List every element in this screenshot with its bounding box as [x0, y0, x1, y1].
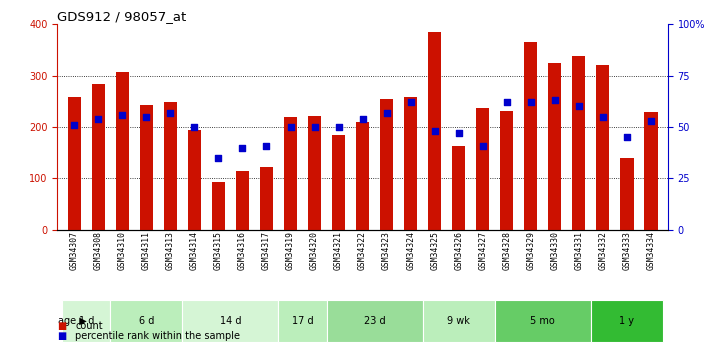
Point — [453, 130, 465, 136]
Text: GSM34310: GSM34310 — [118, 231, 127, 270]
Text: GSM34329: GSM34329 — [526, 231, 536, 270]
Bar — [332, 135, 345, 230]
Point — [645, 118, 657, 124]
Point — [164, 110, 176, 115]
Text: 6 d: 6 d — [139, 316, 154, 326]
Point — [309, 124, 320, 130]
Bar — [284, 117, 297, 230]
Bar — [164, 102, 177, 230]
Bar — [404, 97, 417, 230]
Bar — [524, 42, 537, 230]
Text: GSM34328: GSM34328 — [503, 231, 511, 270]
Point — [501, 100, 513, 105]
Bar — [644, 111, 658, 230]
Point — [549, 98, 561, 103]
Point — [525, 100, 536, 105]
Text: ■: ■ — [57, 332, 67, 341]
Bar — [428, 32, 442, 230]
Point — [573, 104, 584, 109]
Bar — [140, 106, 153, 230]
Bar — [452, 146, 465, 230]
Bar — [188, 130, 201, 230]
Bar — [572, 56, 585, 230]
Text: GSM34307: GSM34307 — [70, 231, 79, 270]
Text: 1 y: 1 y — [620, 316, 635, 326]
Bar — [182, 300, 279, 342]
Point — [116, 112, 128, 117]
Bar — [500, 110, 513, 230]
Text: GSM34327: GSM34327 — [478, 231, 488, 270]
Text: GSM34320: GSM34320 — [310, 231, 319, 270]
Text: GSM34334: GSM34334 — [646, 231, 656, 270]
Bar — [279, 300, 327, 342]
Bar — [620, 158, 633, 230]
Text: 9 wk: 9 wk — [447, 316, 470, 326]
Bar — [356, 122, 369, 230]
Bar — [260, 167, 273, 230]
Bar — [476, 108, 490, 230]
Point — [429, 128, 440, 134]
Point — [357, 116, 368, 121]
Point — [93, 116, 104, 121]
Text: GSM34311: GSM34311 — [142, 231, 151, 270]
Text: GSM34330: GSM34330 — [550, 231, 559, 270]
Text: GSM34324: GSM34324 — [406, 231, 415, 270]
Bar — [236, 171, 249, 230]
Text: GSM34331: GSM34331 — [574, 231, 583, 270]
Point — [621, 135, 633, 140]
Text: 1 d: 1 d — [78, 316, 94, 326]
Text: percentile rank within the sample: percentile rank within the sample — [75, 332, 241, 341]
Point — [141, 114, 152, 119]
Bar — [495, 300, 591, 342]
Text: GSM34317: GSM34317 — [262, 231, 271, 270]
Bar — [92, 84, 105, 230]
Text: GDS912 / 98057_at: GDS912 / 98057_at — [57, 10, 187, 23]
Bar — [62, 300, 111, 342]
Text: GSM34332: GSM34332 — [598, 231, 607, 270]
Text: 23 d: 23 d — [364, 316, 386, 326]
Text: GSM34308: GSM34308 — [94, 231, 103, 270]
Text: GSM34314: GSM34314 — [190, 231, 199, 270]
Point — [405, 100, 416, 105]
Bar — [308, 116, 321, 230]
Text: GSM34333: GSM34333 — [623, 231, 631, 270]
Bar — [591, 300, 663, 342]
Point — [477, 143, 488, 148]
Text: ■: ■ — [57, 321, 67, 331]
Bar — [212, 182, 225, 230]
Point — [261, 143, 272, 148]
Bar — [111, 300, 182, 342]
Text: count: count — [75, 321, 103, 331]
Bar — [549, 63, 561, 230]
Point — [189, 124, 200, 130]
Bar — [423, 300, 495, 342]
Text: GSM34325: GSM34325 — [430, 231, 439, 270]
Bar — [327, 300, 423, 342]
Point — [68, 122, 80, 128]
Point — [333, 124, 345, 130]
Text: 14 d: 14 d — [220, 316, 241, 326]
Text: GSM34315: GSM34315 — [214, 231, 223, 270]
Bar — [67, 97, 81, 230]
Text: GSM34319: GSM34319 — [286, 231, 295, 270]
Text: GSM34326: GSM34326 — [454, 231, 463, 270]
Point — [381, 110, 392, 115]
Point — [597, 114, 609, 119]
Point — [237, 145, 248, 150]
Point — [285, 124, 297, 130]
Bar — [380, 99, 393, 230]
Text: 5 mo: 5 mo — [531, 316, 555, 326]
Text: GSM34316: GSM34316 — [238, 231, 247, 270]
Text: GSM34322: GSM34322 — [358, 231, 367, 270]
Text: GSM34313: GSM34313 — [166, 231, 175, 270]
Bar — [116, 72, 129, 230]
Point — [213, 155, 224, 161]
Text: GSM34321: GSM34321 — [334, 231, 343, 270]
Bar — [596, 65, 610, 230]
Text: 17 d: 17 d — [292, 316, 313, 326]
Text: age ▶: age ▶ — [57, 316, 86, 326]
Text: GSM34323: GSM34323 — [382, 231, 391, 270]
